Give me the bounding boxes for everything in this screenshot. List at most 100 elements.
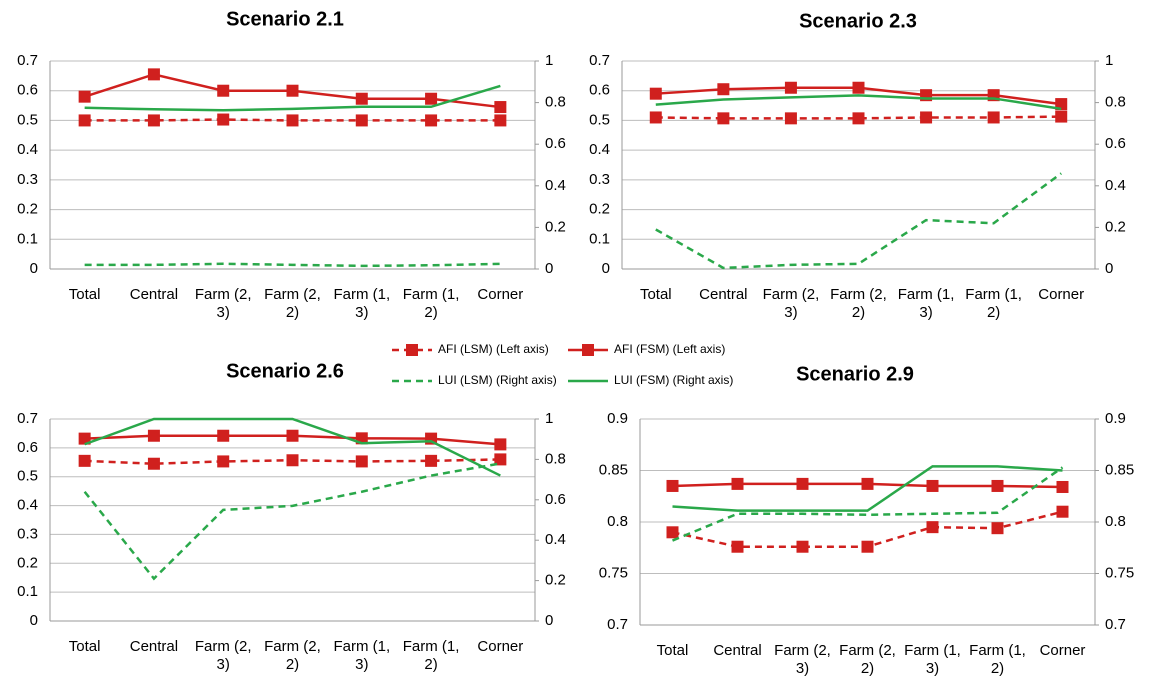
- marker: [147, 68, 160, 81]
- marker: [1055, 98, 1068, 111]
- y-tick-label: 0: [30, 260, 38, 277]
- marker: [926, 521, 939, 534]
- marker: [852, 81, 865, 94]
- y2-tick-label: 0.8: [1105, 513, 1126, 530]
- series-line: LUI (LSM) (Right axis): [672, 466, 1064, 542]
- x-tick-label: Farm (1, 2): [969, 642, 1026, 677]
- series-line: LUI (FSM) (Right axis): [84, 84, 501, 112]
- y2-tick-label: 0.6: [1105, 135, 1126, 152]
- x-tick-label: Farm (2, 3): [762, 286, 820, 321]
- marker: [78, 454, 91, 467]
- chart-title: Scenario 2.1: [226, 8, 344, 30]
- y-tick-label: 0.75: [599, 564, 628, 581]
- x-tick-label: Farm (2, 2): [264, 286, 321, 321]
- y-tick-label: 0.6: [589, 82, 610, 99]
- marker: [784, 81, 797, 94]
- marker: [78, 432, 91, 445]
- y-tick-label: 0.7: [607, 616, 628, 633]
- y-tick-label: 0.5: [17, 111, 38, 128]
- y-tick-label: 0.4: [17, 141, 38, 158]
- x-tick-label: Corner: [477, 638, 524, 655]
- chart-title: Scenario 2.3: [799, 10, 917, 32]
- y2-tick-label: 0.4: [545, 531, 566, 548]
- marker: [920, 111, 933, 124]
- x-tick-label: Farm (2, 3): [194, 286, 252, 321]
- marker: [147, 114, 160, 127]
- y-tick-label: 0.2: [17, 201, 38, 218]
- marker: [717, 83, 730, 96]
- y-tick-label: 0.9: [607, 410, 628, 427]
- x-tick-label: Central: [129, 638, 179, 655]
- marker: [286, 114, 299, 127]
- x-tick-label: Total: [68, 638, 101, 655]
- x-tick-label: Corner: [477, 286, 524, 303]
- marker: [217, 455, 230, 468]
- marker: [494, 114, 507, 127]
- marker: [666, 526, 679, 539]
- marker: [987, 111, 1000, 124]
- legend-marker: [582, 344, 594, 356]
- legend-label: AFI (LSM) (Left axis): [438, 342, 549, 356]
- x-tick-label: Farm (1, 2): [402, 638, 460, 673]
- series-line: LUI (FSM) (Right axis): [84, 417, 501, 477]
- y-tick-label: 0.1: [589, 230, 610, 247]
- x-tick-label: Corner: [1038, 286, 1085, 303]
- x-tick-label: Farm (2, 2): [830, 286, 887, 321]
- y2-tick-label: 0.8: [545, 450, 566, 467]
- x-tick-label: Farm (2, 3): [774, 642, 831, 677]
- y-tick-label: 0.2: [17, 554, 38, 571]
- marker: [1056, 505, 1069, 518]
- legend-label: AFI (FSM) (Left axis): [614, 342, 725, 356]
- marker: [355, 92, 368, 105]
- chart-title: Scenario 2.6: [226, 360, 344, 382]
- marker: [926, 479, 939, 492]
- marker: [796, 540, 809, 553]
- y-tick-label: 0.8: [607, 513, 628, 530]
- marker: [852, 112, 865, 125]
- marker: [425, 114, 438, 127]
- x-tick-label: Central: [129, 286, 179, 303]
- legend-label: LUI (FSM) (Right axis): [614, 373, 733, 387]
- y2-tick-label: 1: [545, 410, 553, 427]
- marker: [217, 429, 230, 442]
- y2-tick-label: 0.6: [545, 491, 566, 508]
- y2-tick-label: 0.2: [1105, 218, 1126, 235]
- marker: [1056, 480, 1069, 493]
- y-tick-label: 0.3: [17, 525, 38, 542]
- x-tick-label: Farm (2, 2): [264, 638, 321, 673]
- y-tick-label: 0.4: [17, 497, 38, 514]
- marker: [861, 477, 874, 490]
- y2-tick-label: 0.75: [1105, 564, 1134, 581]
- marker: [425, 92, 438, 105]
- x-tick-label: Central: [699, 286, 748, 303]
- marker: [494, 438, 507, 451]
- y-tick-label: 0.7: [17, 52, 38, 69]
- marker: [217, 113, 230, 126]
- marker: [425, 454, 438, 467]
- x-tick-label: Farm (1, 2): [965, 286, 1022, 321]
- y-tick-label: 0.3: [17, 171, 38, 188]
- marker: [1055, 110, 1068, 123]
- marker: [286, 84, 299, 97]
- y-tick-label: 0.2: [589, 201, 610, 218]
- marker: [78, 90, 91, 103]
- marker: [147, 457, 160, 470]
- series-line: LUI (LSM) (Right axis): [84, 262, 501, 268]
- marker: [784, 112, 797, 125]
- y2-tick-label: 1: [1105, 52, 1113, 69]
- marker: [666, 479, 679, 492]
- x-tick-label: Corner: [1039, 642, 1086, 659]
- marker: [731, 477, 744, 490]
- y-tick-label: 0.5: [17, 468, 38, 485]
- marker: [78, 114, 91, 127]
- y2-tick-label: 0.4: [545, 177, 566, 194]
- marker: [494, 101, 507, 114]
- marker: [286, 454, 299, 467]
- y2-tick-label: 0: [545, 260, 553, 277]
- series-line: LUI (FSM) (Right axis): [655, 94, 1062, 111]
- marker: [991, 479, 1004, 492]
- y2-tick-label: 0.8: [545, 94, 566, 111]
- y2-tick-label: 0.4: [1105, 177, 1126, 194]
